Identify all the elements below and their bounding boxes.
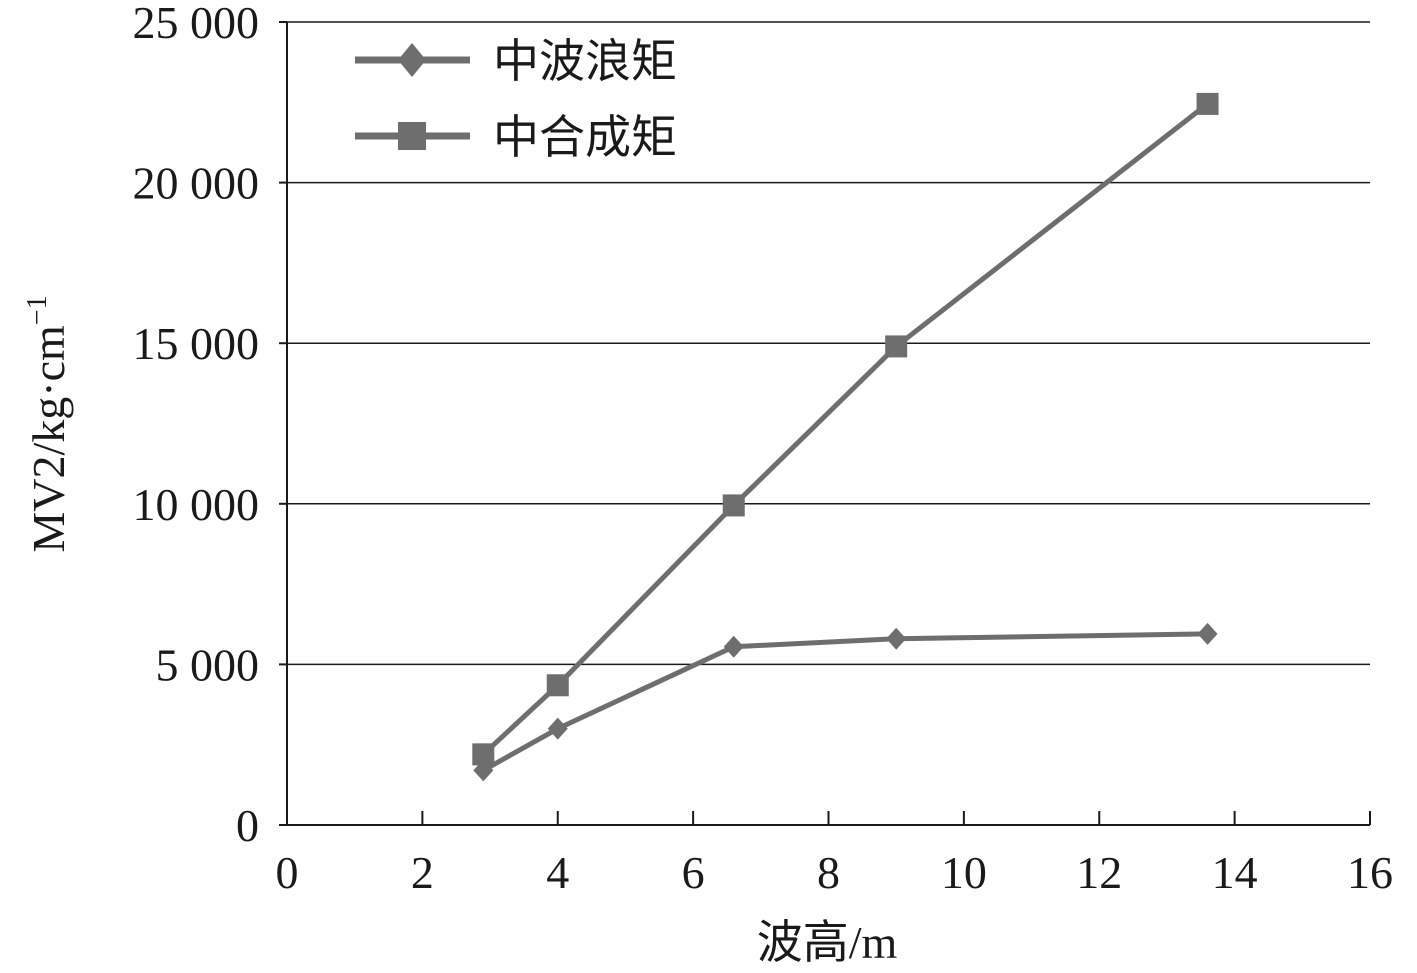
data-point-diamond (547, 717, 568, 740)
data-point-diamond (723, 635, 744, 658)
data-point-diamond (886, 627, 907, 650)
y-tick-label: 5 000 (156, 639, 260, 690)
y-tick-label: 25 000 (133, 0, 260, 48)
legend-marker-diamond (398, 43, 426, 77)
legend-label-combined-moment: 中合成矩 (493, 110, 677, 164)
data-point-diamond (1197, 622, 1218, 645)
legend: 中波浪矩 中合成矩 (355, 34, 677, 164)
series-lines (472, 92, 1219, 782)
x-tick-label: 4 (546, 847, 569, 898)
legend-label-wave-moment: 中波浪矩 (493, 34, 677, 88)
data-point-square (472, 743, 495, 766)
data-point-square (722, 494, 745, 517)
y-axis-title-superscript: −1 (22, 295, 53, 325)
x-tick-label: 12 (1076, 847, 1122, 898)
y-axis-title-main: MV2/kg·cm (23, 325, 74, 553)
x-tick-label: 14 (1212, 847, 1258, 898)
axes (286, 22, 1370, 826)
x-axis-title: 波高/m (757, 917, 898, 968)
x-tick-label: 6 (682, 847, 705, 898)
x-tick-label: 10 (941, 847, 987, 898)
tick-labels: 0 5 000 10 000 15 000 20 000 25 000 0 2 4 6 8 10 12 1… (133, 0, 1394, 898)
x-tick-label: 8 (817, 847, 840, 898)
series-line-wave-moment (482, 631, 1208, 773)
y-tick-label: 10 000 (133, 479, 260, 530)
data-point-square (885, 335, 908, 358)
data-point-square (1196, 92, 1219, 115)
x-tick-label: 2 (411, 847, 434, 898)
y-tick-label: 15 000 (133, 318, 260, 369)
y-tick-label: 0 (236, 800, 259, 851)
x-tick-label: 0 (276, 847, 299, 898)
grid-lines (287, 21, 1370, 666)
y-axis-title: MV2/kg·cm−1 (22, 295, 74, 552)
series-line-combined-moment (481, 101, 1210, 757)
legend-entry-combined-moment: 中合成矩 (355, 110, 677, 164)
data-point-square (546, 674, 569, 697)
y-tick-label: 20 000 (133, 158, 260, 209)
x-tick-label: 16 (1347, 847, 1393, 898)
legend-marker-square (398, 122, 426, 150)
legend-entry-wave-moment: 中波浪矩 (355, 34, 677, 88)
